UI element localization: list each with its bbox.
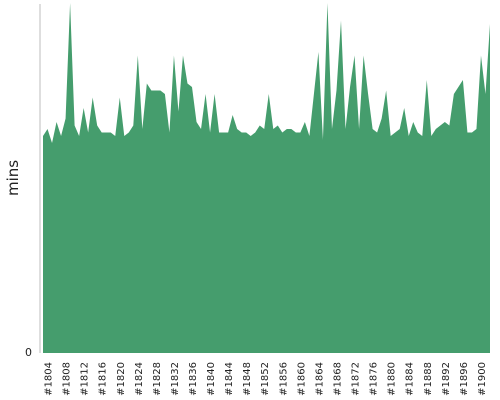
x-tick-label: #1836 (188, 362, 199, 396)
x-tick-label: #1864 (314, 362, 325, 396)
x-tick-label: #1860 (296, 362, 307, 396)
area-series (43, 3, 490, 353)
y-axis-label: mins (4, 160, 22, 196)
x-tick-label: #1848 (242, 362, 253, 396)
x-tick-label: #1816 (98, 362, 109, 396)
x-tick-label: #1876 (369, 362, 380, 396)
y-axis-ticks: 0 (25, 346, 32, 359)
x-tick-label: #1820 (116, 362, 127, 396)
x-tick-label: #1840 (206, 362, 217, 396)
x-tick-label: #1812 (80, 362, 91, 396)
x-tick-label: #1852 (260, 362, 271, 396)
x-tick-label: #1804 (44, 362, 55, 396)
x-tick-label: #1828 (152, 362, 163, 396)
x-tick-label: #1808 (62, 362, 73, 396)
x-tick-label: #1892 (441, 362, 452, 396)
x-tick-label: #1880 (387, 362, 398, 396)
x-tick-label: #1872 (351, 362, 362, 396)
x-tick-label: #1844 (224, 362, 235, 396)
x-tick-label: #1868 (332, 362, 343, 396)
x-axis-ticks: #1804 #1808 #1812 #1816 #1820 #1824 #1828 #1832… (44, 362, 488, 396)
plot-area (43, 3, 490, 353)
x-tick-label: #1856 (278, 362, 289, 396)
x-tick-label: #1824 (134, 362, 145, 396)
x-tick-label: #1900 (477, 362, 488, 396)
x-tick-label: #1896 (459, 362, 470, 396)
x-tick-label: #1888 (423, 362, 434, 396)
x-tick-label: #1832 (170, 362, 181, 396)
x-tick-label: #1884 (405, 362, 416, 396)
y-tick-label: 0 (25, 346, 32, 359)
